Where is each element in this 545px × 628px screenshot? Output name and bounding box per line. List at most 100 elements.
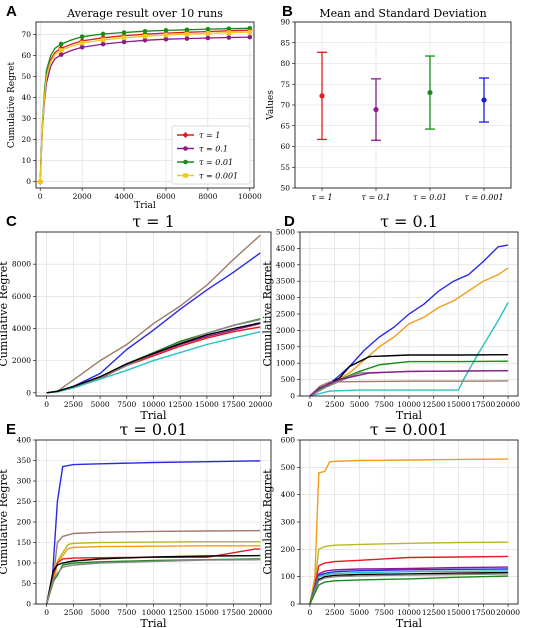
series-line-1 (46, 529, 261, 605)
data-point (142, 28, 148, 34)
plot-frame (299, 439, 519, 605)
series-line-7 (46, 559, 261, 605)
series-line-1 (309, 541, 509, 605)
x-tick-label: 8000 (198, 192, 217, 201)
series-line-0 (309, 244, 509, 397)
y-axis-label: Cumulative Regret (0, 261, 10, 367)
data-point (121, 39, 127, 45)
x-tick-label: 10000 (142, 400, 166, 409)
x-tick-label: τ = 0.1 (362, 193, 391, 202)
y-tick-label: 400 (281, 490, 296, 499)
y-tick-label: 4000 (276, 260, 295, 269)
series-line-7 (309, 370, 509, 397)
legend-box (171, 125, 251, 185)
data-point (100, 41, 106, 47)
x-tick-label: 20000 (496, 608, 520, 617)
y-tick-label: 65 (280, 121, 290, 130)
series-line-0 (309, 458, 509, 605)
x-tick-label: 0 (38, 192, 43, 201)
y-tick-label: 4000 (12, 324, 31, 333)
x-tick-label: 4000 (114, 192, 133, 201)
data-point (184, 31, 190, 37)
y-tick-label: 1500 (276, 342, 295, 351)
x-axis-label: Trial (396, 617, 423, 628)
x-tick-label: 12500 (422, 400, 446, 409)
y-tick-label: 85 (280, 38, 290, 47)
mean-point (481, 97, 487, 103)
x-tick-label: 7500 (375, 608, 394, 617)
y-tick-label: 3000 (276, 293, 295, 302)
y-tick-label: 50 (280, 184, 290, 193)
y-tick-label: 70 (280, 101, 290, 110)
chart-title: τ = 0.01 (119, 420, 187, 439)
x-tick-label: 2500 (325, 400, 344, 409)
x-tick-label: 20000 (496, 400, 520, 409)
x-tick-label: 17500 (222, 400, 246, 409)
series-line-5 (46, 331, 261, 394)
y-tick-label: 50 (21, 579, 31, 588)
y-tick-label: 0 (26, 177, 31, 186)
x-tick-label: 5000 (91, 608, 110, 617)
plot-frame (35, 231, 272, 397)
y-tick-label: 6000 (12, 292, 31, 301)
data-point (79, 40, 85, 46)
series-line-6 (309, 380, 509, 397)
panel-f: 0 2500 5000 7500 10000 12500 15000 17500 20000 0 1… (261, 420, 520, 628)
y-axis-label: Cumulative Regret (261, 261, 274, 367)
x-tick-label: 12500 (168, 400, 192, 409)
data-point (58, 48, 64, 53)
plot-frame (299, 231, 519, 397)
data-point (100, 31, 106, 37)
y-axis-label: Cumulative Regret (261, 469, 274, 575)
data-point (205, 35, 211, 41)
x-tick-label: 5000 (350, 608, 369, 617)
x-tick-label: 15000 (195, 400, 219, 409)
y-tick-label: 350 (17, 456, 32, 465)
legend-marker (183, 146, 188, 151)
x-axis-label: Trial (140, 617, 167, 628)
y-tick-label: 8000 (12, 260, 31, 269)
y-tick-label: 2500 (276, 310, 295, 319)
data-point (121, 35, 127, 41)
chart-title: τ = 0.001 (370, 420, 448, 439)
data-point (205, 31, 211, 36)
data-point (226, 35, 232, 40)
legend-marker (183, 173, 188, 178)
data-point (58, 52, 64, 57)
data-point (37, 179, 43, 184)
mean-point (319, 93, 325, 99)
x-tick-label: 20000 (248, 608, 272, 617)
y-tick-label: 3500 (276, 277, 295, 286)
x-tick-label: 6000 (156, 192, 175, 201)
data-point (205, 26, 211, 32)
data-point (247, 26, 253, 31)
y-tick-label: 50 (21, 72, 31, 81)
chart-title: Average result over 10 runs (66, 7, 223, 20)
y-tick-label: 40 (21, 93, 31, 102)
panel-letter-e: E (6, 421, 16, 438)
series-line-2 (309, 555, 509, 605)
data-point (226, 26, 232, 32)
y-tick-label: 10 (21, 156, 31, 165)
data-point (184, 36, 190, 41)
mean-point (427, 89, 433, 96)
y-tick-label: 70 (21, 30, 31, 39)
plot-frame (35, 21, 255, 189)
panel-b: 50 55 60 65 70 75 80 85 90 τ = 1 τ = 0.1 τ = 0.01 τ … (266, 7, 512, 202)
panel-letter-c: C (6, 213, 17, 230)
x-tick-label: 7500 (375, 400, 394, 409)
data-point (163, 36, 169, 42)
x-tick-label: 10000 (238, 192, 262, 201)
y-tick-label: 60 (280, 142, 290, 151)
series-line-2 (309, 302, 509, 397)
x-tick-label: 10000 (142, 608, 166, 617)
data-point (79, 34, 85, 40)
data-point (142, 33, 148, 39)
y-tick-label: 1000 (276, 359, 295, 368)
x-tick-label: 17500 (471, 400, 495, 409)
x-tick-label: 12500 (422, 608, 446, 617)
y-tick-label: 2000 (276, 326, 295, 335)
panel-a: 0 2000 4000 6000 8000 10000 0 10 20 30 40 50 60 70 Ave… (7, 7, 262, 211)
x-axis-label: Trial (140, 409, 167, 422)
series-line-0 (46, 460, 261, 605)
